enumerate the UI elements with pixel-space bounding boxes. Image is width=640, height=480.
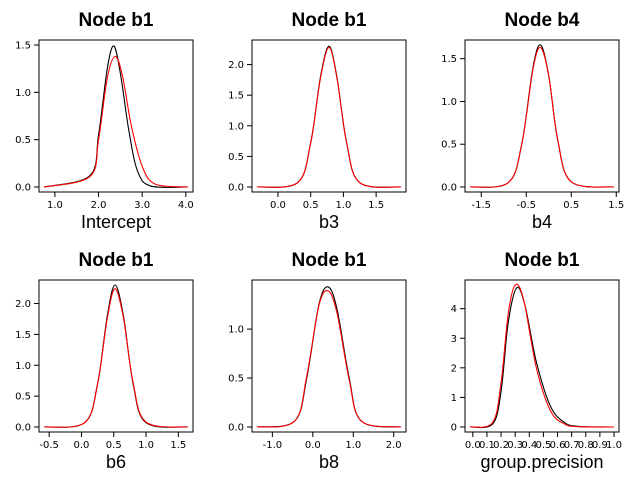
x-tick-label: 0.5 bbox=[106, 440, 122, 451]
series-line-2 bbox=[469, 46, 615, 188]
y-tick-label: 0.5 bbox=[15, 135, 31, 146]
x-tick-label: 1.0 bbox=[335, 200, 351, 211]
panel-title: Node b1 bbox=[292, 10, 367, 31]
series-line-1 bbox=[469, 44, 615, 188]
y-tick-label: 1 bbox=[451, 393, 457, 404]
x-tick-label: 1.0 bbox=[345, 440, 361, 451]
y-tick-label: 0.5 bbox=[228, 374, 244, 385]
x-tick-label: 1.0 bbox=[138, 440, 154, 451]
x-tick-label: 1.0 bbox=[606, 440, 622, 451]
series-line-1 bbox=[256, 45, 402, 188]
x-tick-label: 0.0 bbox=[305, 440, 321, 451]
series-line-2 bbox=[469, 283, 615, 428]
panel-1: Node b1 1.0 2.0 3.0 4.0 0.0 0.5 1.0 1.5 Intercept bbox=[15, 10, 194, 232]
panel-5: Node b1 -1.0 0.0 1.0 2.0 0.0 0.5 1.0 b8 bbox=[228, 250, 407, 472]
x-tick-label: 0.0 bbox=[73, 440, 89, 451]
x-tick-label: 1.0 bbox=[47, 200, 63, 211]
series-line-1 bbox=[256, 286, 402, 428]
x-tick-label: 0.2 bbox=[493, 440, 509, 451]
x-tick-label: 0.7 bbox=[564, 440, 580, 451]
y-tick-label: 4 bbox=[451, 304, 457, 315]
y-tick-label: 1.5 bbox=[228, 91, 244, 102]
x-tick-label: 1.5 bbox=[608, 200, 624, 211]
y-tick-label: 3 bbox=[451, 334, 457, 345]
x-tick-label: 0.6 bbox=[550, 440, 566, 451]
x-tick-label: 2.0 bbox=[386, 440, 402, 451]
y-tick-label: 0.5 bbox=[228, 152, 244, 163]
y-tick-label: 0.0 bbox=[15, 423, 31, 434]
plot-frame bbox=[251, 279, 407, 433]
y-tick-label: 1.5 bbox=[441, 54, 457, 65]
x-tick-label: -0.5 bbox=[39, 440, 59, 451]
y-tick-label: 0.5 bbox=[15, 392, 31, 403]
panel-title: Node b1 bbox=[292, 250, 367, 271]
series-line-2 bbox=[256, 290, 402, 428]
y-tick-label: 0.0 bbox=[15, 183, 31, 194]
x-axis-label: b3 bbox=[319, 212, 339, 232]
y-tick-label: 0.0 bbox=[441, 183, 457, 194]
x-tick-label: -1.5 bbox=[471, 200, 491, 211]
y-tick-label: 0 bbox=[451, 423, 457, 434]
x-tick-label: 0.3 bbox=[507, 440, 523, 451]
x-tick-label: 0.9 bbox=[592, 440, 608, 451]
y-tick-label: 1.5 bbox=[15, 41, 31, 52]
x-tick-label: 0.0 bbox=[270, 200, 286, 211]
y-tick-label: 1.0 bbox=[441, 97, 457, 108]
panel-title: Node b1 bbox=[79, 10, 154, 31]
y-tick-label: 0.0 bbox=[228, 423, 244, 434]
y-tick-label: 1.0 bbox=[228, 121, 244, 132]
series-line-1 bbox=[43, 45, 189, 188]
x-tick-label: -1.0 bbox=[263, 440, 283, 451]
plot-frame bbox=[464, 39, 620, 193]
plot-frame bbox=[38, 39, 194, 193]
panel-title: Node b4 bbox=[505, 10, 580, 31]
panel-2: Node b1 0.0 0.5 1.0 1.5 0.0 0.5 1.0 1.5 2.0 b3 bbox=[228, 10, 407, 232]
panel-6: Node b1 0.00.10.20.30.40.50.60.70.80.91.0… bbox=[451, 250, 622, 472]
y-tick-label: 1.5 bbox=[15, 330, 31, 341]
y-tick-label: 2.0 bbox=[15, 299, 31, 310]
plot-frame bbox=[251, 39, 407, 193]
y-tick-label: 0.5 bbox=[441, 140, 457, 151]
series-line-2 bbox=[43, 55, 189, 188]
x-tick-label: 0.5 bbox=[303, 200, 319, 211]
x-axis-label: group.precision bbox=[480, 452, 603, 472]
x-tick-label: 0.0 bbox=[465, 440, 481, 451]
y-tick-label: 1.0 bbox=[15, 361, 31, 372]
x-tick-label: 1.5 bbox=[170, 440, 186, 451]
x-tick-label: 4.0 bbox=[178, 200, 194, 211]
y-tick-label: 0.0 bbox=[228, 183, 244, 194]
x-tick-label: 0.5 bbox=[535, 440, 551, 451]
panel-title: Node b1 bbox=[79, 250, 154, 271]
panel-4: Node b1 -0.5 0.0 0.5 1.0 1.5 0.0 0.5 1.0 1.5 2.0 b6 bbox=[15, 250, 194, 472]
x-axis-label: b6 bbox=[106, 452, 126, 472]
x-tick-label: 0.4 bbox=[521, 440, 537, 451]
series-line-1 bbox=[43, 284, 189, 428]
x-tick-label: 3.0 bbox=[134, 200, 150, 211]
plot-frame bbox=[38, 279, 194, 433]
series-line-1 bbox=[469, 286, 615, 429]
x-tick-label: 0.5 bbox=[563, 200, 579, 211]
x-tick-label: -0.5 bbox=[516, 200, 536, 211]
x-tick-label: 0.8 bbox=[578, 440, 594, 451]
x-tick-label: 2.0 bbox=[91, 200, 107, 211]
y-tick-label: 1.0 bbox=[228, 325, 244, 336]
x-tick-label: 1.5 bbox=[368, 200, 384, 211]
panel-title: Node b1 bbox=[505, 250, 580, 271]
series-line-2 bbox=[256, 46, 402, 188]
panel-3: Node b4 -1.5 -0.5 0.5 1.5 0.0 0.5 1.0 1.5 b4 bbox=[441, 10, 624, 232]
y-tick-label: 2 bbox=[451, 363, 457, 374]
x-axis-label: b8 bbox=[319, 452, 339, 472]
series-line-2 bbox=[43, 288, 189, 428]
y-tick-label: 2.0 bbox=[228, 60, 244, 71]
x-tick-label: 0.1 bbox=[479, 440, 495, 451]
x-axis-label: Intercept bbox=[81, 212, 151, 232]
x-axis-label: b4 bbox=[532, 212, 552, 232]
y-tick-label: 1.0 bbox=[15, 88, 31, 99]
plot-frame bbox=[464, 279, 620, 433]
